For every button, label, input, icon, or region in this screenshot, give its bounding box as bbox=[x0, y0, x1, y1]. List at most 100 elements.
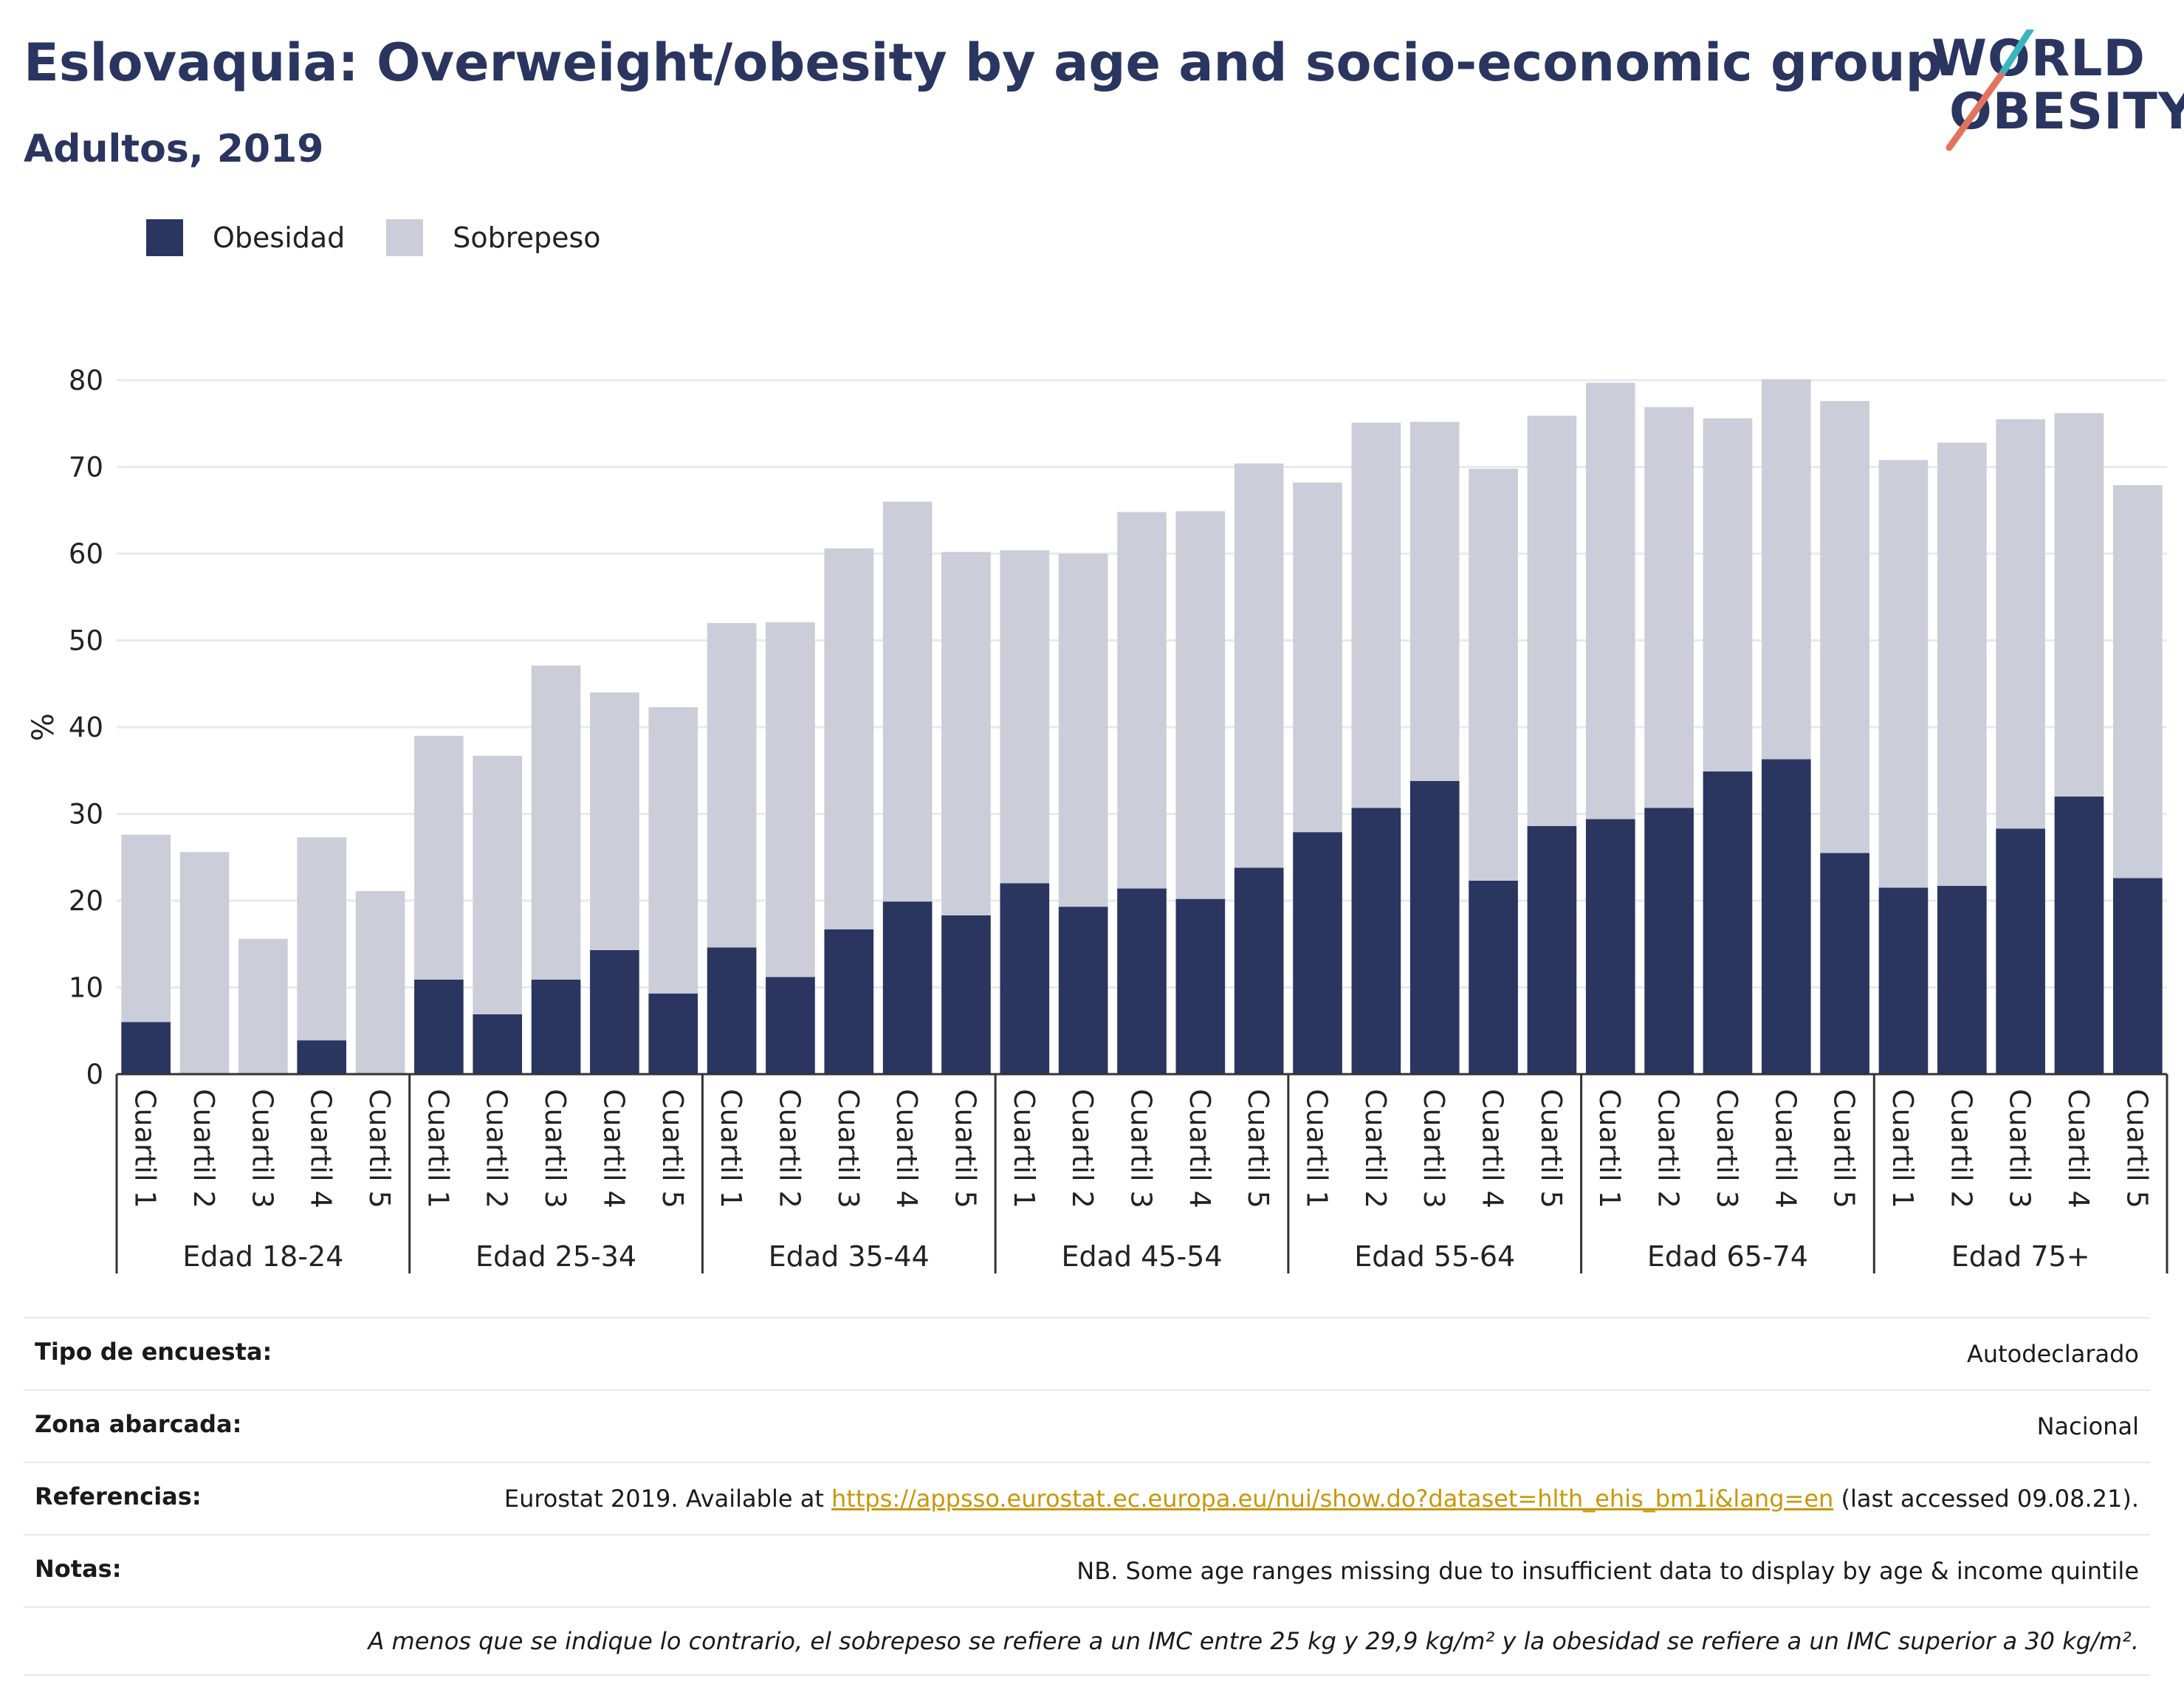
x-tick-label: Cuartil 2 bbox=[188, 1089, 220, 1208]
x-tick-label: Cuartil 1 bbox=[129, 1089, 162, 1208]
x-tick-label: Cuartil 2 bbox=[1066, 1089, 1099, 1208]
x-tick-label: Cuartil 4 bbox=[890, 1089, 923, 1208]
x-tick-label: Cuartil 1 bbox=[715, 1089, 747, 1208]
x-group-label: Edad 75+ bbox=[1951, 1240, 2090, 1273]
x-tick-label: Cuartil 1 bbox=[1301, 1089, 1333, 1208]
x-tick-label: Cuartil 3 bbox=[832, 1089, 865, 1208]
bar-overweight bbox=[766, 622, 815, 977]
bar-overweight bbox=[1000, 550, 1050, 884]
bar-obesity bbox=[1644, 808, 1694, 1074]
bar-overweight bbox=[355, 891, 405, 1074]
bar-obesity bbox=[1409, 780, 1460, 1074]
x-tick-label: Cuartil 5 bbox=[949, 1089, 981, 1208]
notes-value: NB. Some age ranges missing due to insuf… bbox=[1076, 1557, 2139, 1585]
x-tick-label: Cuartil 4 bbox=[1184, 1089, 1216, 1208]
bar-obesity bbox=[414, 979, 464, 1074]
x-tick-label: Cuartil 4 bbox=[597, 1089, 630, 1208]
bar-overweight bbox=[1469, 468, 1518, 881]
x-group-label: Edad 35-44 bbox=[769, 1240, 930, 1273]
bar-overweight bbox=[121, 834, 171, 1022]
bar-overweight bbox=[1409, 422, 1460, 781]
references-label: Referencias: bbox=[35, 1482, 202, 1510]
notes-label: Notas: bbox=[35, 1555, 122, 1583]
x-tick-label: Cuartil 5 bbox=[1242, 1089, 1274, 1208]
bar-obesity bbox=[1293, 832, 1342, 1074]
bar-overweight bbox=[179, 852, 230, 1074]
world-obesity-logo: WORLD OBESITY bbox=[1920, 30, 2184, 155]
x-group-label: Edad 55-64 bbox=[1354, 1240, 1515, 1273]
references-link[interactable]: https://appsso.eurostat.ec.europa.eu/nui… bbox=[831, 1485, 1834, 1513]
y-tick-label: 50 bbox=[69, 625, 103, 657]
area-label: Zona abarcada: bbox=[35, 1410, 242, 1438]
x-group-label: Edad 18-24 bbox=[182, 1240, 343, 1273]
y-tick-label: 20 bbox=[69, 885, 103, 917]
logo-line-1: WORLD bbox=[1931, 30, 2146, 88]
page-subtitle: Adultos, 2019 bbox=[24, 127, 324, 171]
bar-overweight bbox=[1703, 418, 1753, 771]
x-tick-label: Cuartil 4 bbox=[305, 1089, 337, 1208]
x-tick-label: Cuartil 5 bbox=[656, 1089, 689, 1208]
bar-obesity bbox=[1703, 771, 1753, 1074]
x-tick-label: Cuartil 1 bbox=[1593, 1089, 1626, 1208]
bar-obesity bbox=[1117, 888, 1167, 1074]
bar-obesity bbox=[648, 993, 698, 1074]
info-row-references: Referencias: Eurostat 2019. Available at… bbox=[24, 1462, 2150, 1534]
x-tick-label: Cuartil 2 bbox=[1945, 1089, 1977, 1208]
bar-overweight bbox=[1117, 512, 1167, 889]
bar-overweight bbox=[297, 837, 347, 1041]
y-tick-label: 80 bbox=[69, 365, 103, 396]
bar-overweight bbox=[707, 623, 757, 948]
bar-overweight bbox=[1644, 407, 1694, 808]
info-row-survey: Tipo de encuesta: Autodeclarado bbox=[24, 1317, 2150, 1389]
bar-overweight bbox=[1234, 463, 1284, 868]
bar-obesity bbox=[121, 1022, 171, 1074]
bar-obesity bbox=[531, 979, 581, 1074]
info-row-footnote: A menos que se indique lo contrario, el … bbox=[24, 1606, 2150, 1676]
bar-obesity bbox=[882, 901, 933, 1074]
bar-obesity bbox=[297, 1040, 347, 1074]
y-tick-label: 70 bbox=[69, 452, 103, 484]
area-value: Nacional bbox=[2036, 1412, 2139, 1440]
references-suffix: (last accessed 09.08.21). bbox=[1833, 1485, 2139, 1513]
bar-overweight bbox=[1820, 401, 1869, 853]
bar-overweight bbox=[1937, 442, 1987, 887]
bar-obesity bbox=[1351, 808, 1401, 1074]
bar-overweight bbox=[1761, 379, 1811, 760]
legend-item-obesity: Obesidad bbox=[146, 219, 345, 256]
x-tick-label: Cuartil 3 bbox=[246, 1089, 278, 1208]
bar-obesity bbox=[1878, 887, 1929, 1074]
bar-obesity bbox=[824, 929, 874, 1074]
bar-overweight bbox=[2054, 413, 2104, 797]
x-tick-label: Cuartil 5 bbox=[1828, 1089, 1861, 1208]
bar-obesity bbox=[941, 915, 991, 1074]
legend-label-obesity: Obesidad bbox=[213, 221, 346, 254]
bar-overweight bbox=[1293, 482, 1342, 833]
x-tick-label: Cuartil 5 bbox=[1535, 1089, 1567, 1208]
bar-overweight bbox=[2113, 485, 2163, 879]
y-tick-label: 10 bbox=[69, 972, 103, 1004]
x-tick-label: Cuartil 1 bbox=[1886, 1089, 1919, 1208]
bar-overweight bbox=[1996, 419, 2045, 829]
bar-overweight bbox=[648, 706, 698, 994]
legend-swatch-overweight bbox=[386, 219, 424, 256]
bar-obesity bbox=[1058, 907, 1108, 1074]
references-prefix: Eurostat 2019. Available at bbox=[504, 1485, 832, 1513]
page-title: Eslovaquia: Overweight/obesity by age an… bbox=[24, 32, 1943, 93]
y-tick-label: 60 bbox=[69, 538, 103, 570]
x-tick-label: Cuartil 3 bbox=[1711, 1089, 1743, 1208]
bar-overweight bbox=[1351, 422, 1401, 808]
x-tick-label: Cuartil 2 bbox=[1652, 1089, 1685, 1208]
x-group-label: Edad 65-74 bbox=[1647, 1240, 1808, 1273]
legend-swatch-obesity bbox=[146, 219, 183, 256]
bar-obesity bbox=[1937, 886, 1987, 1074]
survey-type-value: Autodeclarado bbox=[1966, 1340, 2139, 1368]
bar-obesity bbox=[1527, 825, 1577, 1074]
x-tick-label: Cuartil 5 bbox=[363, 1089, 396, 1208]
x-tick-label: Cuartil 4 bbox=[2062, 1089, 2095, 1208]
x-tick-label: Cuartil 4 bbox=[1769, 1089, 1802, 1208]
bar-overweight bbox=[590, 692, 639, 950]
x-tick-label: Cuartil 1 bbox=[422, 1089, 454, 1208]
x-tick-label: Cuartil 2 bbox=[481, 1089, 513, 1208]
bar-overweight bbox=[941, 551, 991, 915]
references-value: Eurostat 2019. Available at https://apps… bbox=[504, 1482, 2139, 1515]
